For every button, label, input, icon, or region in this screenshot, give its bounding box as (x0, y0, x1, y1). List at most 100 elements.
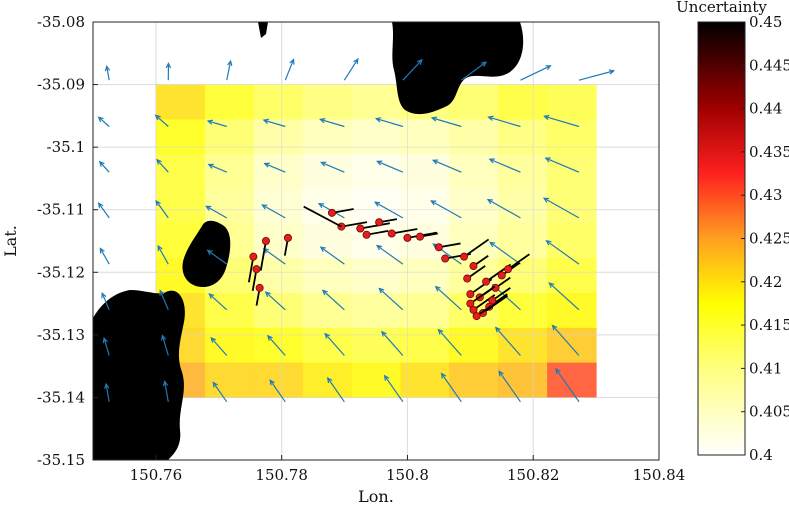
arrow-shaft (431, 117, 462, 128)
arrow-head (486, 198, 494, 205)
heatmap-cell (547, 293, 597, 329)
current-arrow (498, 370, 521, 403)
arrow-head (430, 116, 438, 122)
heatmap-cell (449, 362, 499, 398)
arrow-shaft (208, 164, 228, 173)
arrow-head (431, 159, 439, 165)
current-arrow (321, 289, 345, 311)
arrow-shaft (488, 116, 521, 128)
current-arrow (162, 380, 169, 402)
arrow-head (102, 336, 108, 344)
arrow-head (263, 162, 270, 168)
colorbar-tick-label: 0.43 (749, 186, 782, 204)
arrow-shaft (267, 335, 286, 356)
current-arrow (284, 58, 295, 81)
current-arrow (159, 289, 169, 311)
current-arrow (208, 293, 228, 311)
heatmap-cell (204, 362, 255, 398)
drifter-trail (303, 205, 342, 228)
drifter-marker (249, 252, 258, 261)
current-arrow (378, 287, 404, 311)
arrow-shaft (435, 286, 462, 311)
drifter-marker (469, 262, 478, 271)
heatmap-cell (498, 188, 548, 225)
drifter-marker (434, 243, 443, 252)
arrow-shaft (520, 65, 551, 81)
heatmap-cell (253, 84, 304, 120)
arrow-head (210, 336, 217, 343)
colorbar-tick-label: 0.435 (749, 143, 789, 161)
drifter-trail (259, 240, 267, 271)
current-arrow (548, 282, 580, 311)
arrow-shaft (103, 338, 110, 356)
drifter-trail (391, 228, 418, 235)
current-arrow (263, 162, 286, 173)
current-arrow (155, 199, 169, 219)
arrow-head (317, 202, 325, 209)
arrow-head (99, 247, 105, 254)
arrow-head (375, 244, 383, 251)
arrow-shaft (98, 116, 110, 127)
arrow-shaft (101, 293, 110, 311)
heatmap-cell (204, 154, 255, 190)
arrow-head (320, 161, 327, 167)
heatmap-cell (204, 188, 255, 225)
arrow-shaft (489, 158, 521, 173)
drifter-marker (441, 254, 450, 263)
arrow-head (207, 163, 214, 169)
colorbar-tick-label: 0.445 (749, 56, 789, 74)
current-arrow (207, 163, 228, 173)
heatmap-cell (351, 188, 401, 225)
heatmap-cell (547, 327, 597, 364)
heatmap-cell (155, 188, 206, 225)
arrow-head (289, 58, 295, 65)
heatmap-cell (302, 362, 353, 398)
heatmap-cell (400, 362, 450, 398)
arrow-head (212, 381, 218, 388)
x-tick-label: 150.78 (255, 466, 308, 484)
current-arrow (380, 330, 404, 356)
land-west (93, 290, 185, 460)
current-arrow (376, 160, 404, 173)
current-arrow (206, 119, 227, 128)
arrow-shaft (320, 246, 345, 265)
arrow-shaft (578, 70, 614, 81)
heatmap-cell (498, 119, 548, 155)
x-tick-label: 150.82 (507, 466, 560, 484)
arrow-head (545, 65, 552, 71)
y-tick-label: -35.11 (37, 201, 85, 219)
heatmap-cell (351, 362, 401, 398)
drifter-marker (497, 271, 506, 280)
arrow-head (154, 114, 161, 121)
arrow-shaft (433, 159, 462, 173)
arrow-shaft (487, 199, 521, 219)
arrow-shaft (99, 161, 110, 173)
current-arrow (269, 379, 286, 403)
current-arrow (545, 239, 580, 265)
current-arrow (157, 244, 169, 265)
heatmap-cell (302, 84, 353, 120)
arrow-head (376, 160, 383, 166)
heatmap-cell (204, 84, 255, 120)
current-arrow (430, 200, 462, 219)
drifter-trail (247, 256, 255, 283)
arrow-shaft (262, 204, 286, 219)
arrow-shaft (374, 201, 404, 219)
arrow-head (480, 61, 488, 67)
arrow-head (555, 367, 561, 375)
land-masses (93, 22, 524, 460)
arrow-shaft (269, 379, 286, 403)
heatmap-cell (351, 119, 401, 155)
y-tick-label: -35.12 (37, 263, 85, 281)
arrow-head (104, 382, 110, 390)
current-arrow (102, 336, 110, 356)
current-arrow (434, 285, 462, 311)
drifter-marker (488, 296, 497, 305)
drifter-tracks (247, 205, 530, 321)
arrow-shaft (212, 382, 228, 403)
current-arrow (375, 244, 404, 265)
heatmap-cell (155, 119, 206, 155)
arrow-shaft (402, 59, 423, 81)
arrow-head (98, 160, 105, 167)
current-arrow (266, 334, 286, 356)
